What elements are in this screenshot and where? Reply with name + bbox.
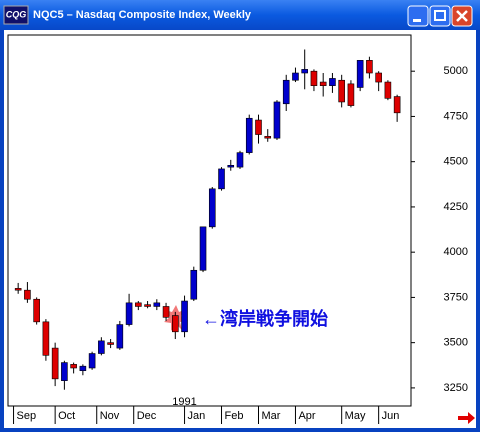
y-tick-label: 3750	[444, 291, 468, 303]
candle-body	[227, 165, 235, 168]
candle-body	[375, 72, 382, 83]
y-tick-label: 3250	[444, 382, 468, 394]
candle-body	[245, 117, 253, 153]
candle-body	[14, 288, 22, 291]
window-title: NQC5 – Nasdaq Composite Index, Weekly	[33, 9, 252, 21]
candle-body	[199, 226, 207, 271]
candle-body	[135, 302, 142, 307]
x-tick-label: May	[345, 410, 366, 422]
candle-body	[329, 78, 336, 86]
candle-body	[153, 302, 161, 307]
candle-body	[33, 298, 40, 323]
candle-body	[107, 342, 114, 345]
annotation: ←湾岸戦争開始	[202, 308, 328, 329]
candle-body	[264, 136, 272, 139]
candle-body	[172, 315, 179, 333]
window-buttons[interactable]	[407, 5, 473, 27]
y-tick-label: 4750	[444, 110, 468, 122]
candle-body	[181, 300, 188, 333]
candle-body	[384, 81, 392, 99]
candle-body	[51, 347, 59, 380]
candle-body	[24, 289, 31, 300]
candle-body	[88, 353, 96, 369]
y-tick-label: 4500	[444, 156, 468, 168]
x-tick-label: Feb	[225, 410, 244, 422]
minimize-button[interactable]	[407, 5, 429, 27]
candle-body	[79, 365, 87, 372]
candle-body	[366, 60, 373, 74]
icon-label: CQG	[6, 9, 27, 19]
x-tick-label: Jun	[382, 410, 400, 422]
candle-body	[292, 72, 299, 81]
candle-body	[356, 60, 364, 88]
candle-body	[282, 79, 290, 105]
x-tick-label: Sep	[17, 410, 37, 422]
candle-body	[42, 321, 50, 356]
candle-body	[236, 152, 244, 168]
y-tick-label: 3500	[444, 337, 468, 349]
close-icon	[456, 10, 468, 22]
x-tick-label: Apr	[298, 410, 315, 422]
candle-body	[208, 188, 216, 228]
x-tick-label: Nov	[100, 410, 120, 422]
candle-body	[116, 324, 124, 349]
x-tick-label: Dec	[137, 410, 157, 422]
candle-body	[347, 83, 355, 106]
candle-body	[70, 364, 77, 369]
scroll-arrow[interactable]	[458, 412, 475, 424]
candle-body	[190, 269, 198, 300]
app-icon	[3, 5, 29, 25]
candle-body	[338, 79, 345, 103]
y-tick-label: 4000	[444, 246, 468, 258]
year-label: 1991	[172, 396, 196, 408]
x-tick-label: Oct	[58, 410, 75, 422]
candle-body	[310, 70, 318, 86]
title-bar	[0, 0, 480, 30]
minimize-icon	[413, 19, 421, 22]
candle-body	[218, 168, 225, 190]
x-tick-label: Jan	[188, 410, 206, 422]
candle-body	[255, 119, 262, 135]
candle-body	[162, 306, 170, 318]
candle-body	[273, 101, 281, 139]
candle-body	[144, 304, 151, 307]
y-tick-label: 4250	[444, 201, 468, 213]
x-tick-label: Mar	[261, 410, 280, 422]
candle-body	[125, 302, 133, 325]
chart: 3250 3500 3750 4000 4250 4500 4750 5000 Sep Oct No…	[13, 49, 468, 424]
y-tick-label: 5000	[444, 65, 468, 77]
candle-body	[301, 69, 309, 74]
candle-body	[393, 96, 401, 114]
candle-body	[319, 81, 327, 86]
maximize-icon	[434, 10, 446, 21]
candle-body	[98, 340, 105, 354]
maximize-button[interactable]	[429, 5, 451, 27]
candle-body	[61, 362, 68, 381]
